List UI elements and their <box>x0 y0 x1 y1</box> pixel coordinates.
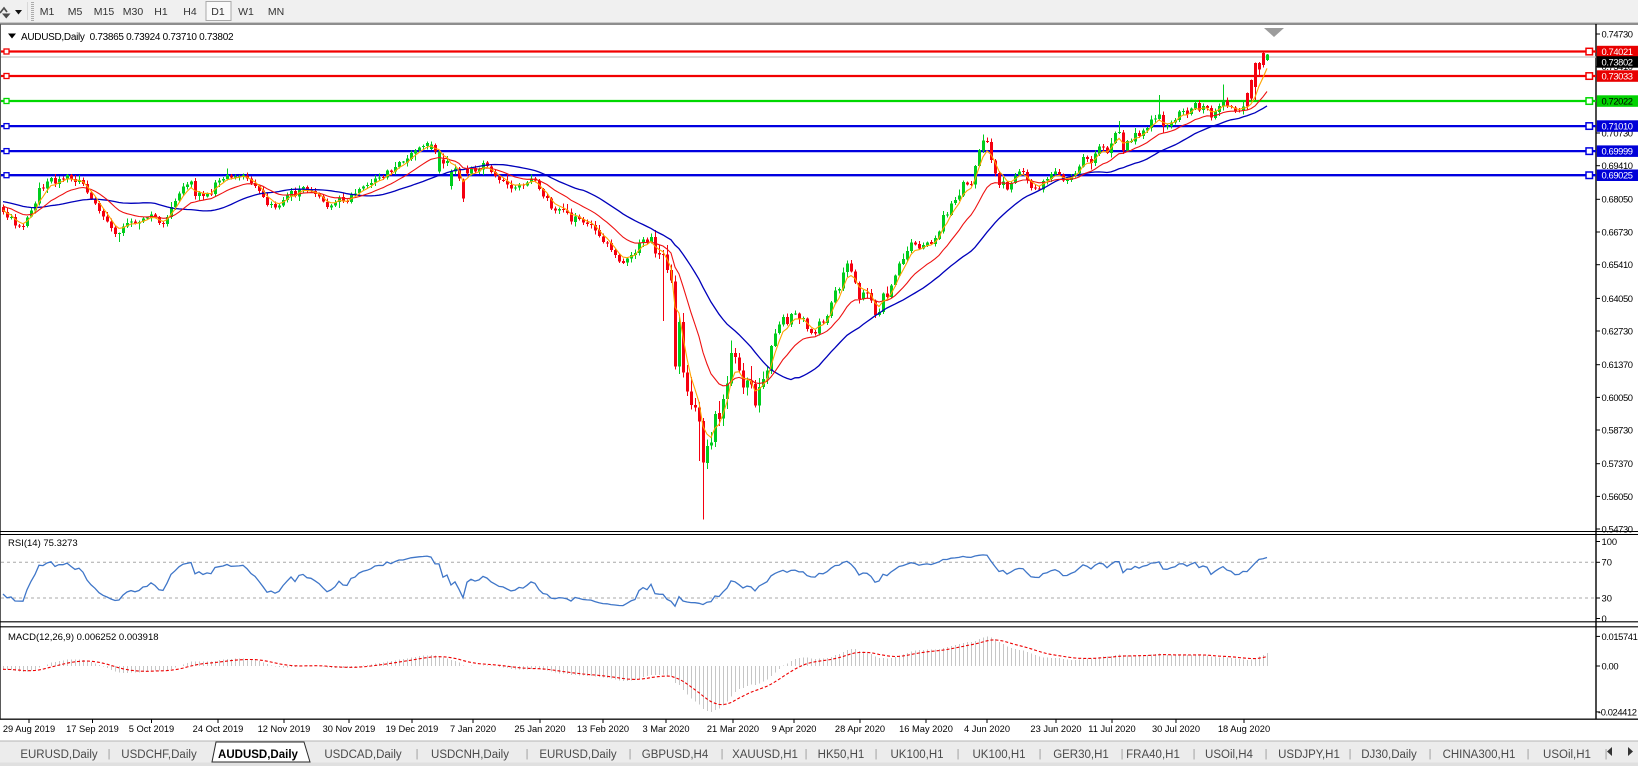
svg-text:0.73033: 0.73033 <box>1602 70 1633 81</box>
svg-text:19 Dec 2019: 19 Dec 2019 <box>386 724 439 734</box>
svg-text:M15: M15 <box>94 6 115 18</box>
svg-text:|: | <box>1121 748 1124 760</box>
svg-text:|: | <box>416 748 419 760</box>
svg-text:18 Aug 2020: 18 Aug 2020 <box>1218 724 1270 734</box>
svg-text:23 Jun 2020: 23 Jun 2020 <box>1030 724 1081 734</box>
svg-text:21 Mar 2020: 21 Mar 2020 <box>707 724 759 734</box>
svg-text:0.69999: 0.69999 <box>1602 146 1633 157</box>
svg-text:|: | <box>875 748 878 760</box>
svg-text:MACD(12,26,9) 0.006252 0.00391: MACD(12,26,9) 0.006252 0.003918 <box>8 632 159 643</box>
svg-text:GER30,H1: GER30,H1 <box>1053 749 1109 761</box>
svg-text:W1: W1 <box>238 6 254 18</box>
svg-text:USOil,H4: USOil,H4 <box>1205 749 1254 761</box>
svg-text:0.72022: 0.72022 <box>1602 95 1633 106</box>
svg-text:7 Jan 2020: 7 Jan 2020 <box>450 724 496 734</box>
svg-text:FRA40,H1: FRA40,H1 <box>1126 749 1180 761</box>
svg-text:|: | <box>526 748 529 760</box>
svg-text:0.60050: 0.60050 <box>1602 392 1633 403</box>
svg-text:0.57370: 0.57370 <box>1602 458 1633 469</box>
svg-text:13 Feb 2020: 13 Feb 2020 <box>577 724 629 734</box>
svg-text:XAUUSD,H1: XAUUSD,H1 <box>732 749 798 761</box>
svg-text:0.74021: 0.74021 <box>1602 46 1633 57</box>
svg-text:0.54730: 0.54730 <box>1602 523 1633 534</box>
svg-text:0.65410: 0.65410 <box>1602 259 1633 270</box>
svg-text:USOil,H1: USOil,H1 <box>1543 749 1591 761</box>
svg-text:|: | <box>1429 748 1432 760</box>
svg-text:0.74730: 0.74730 <box>1602 28 1633 39</box>
svg-text:-0.024412: -0.024412 <box>1598 706 1637 717</box>
svg-text:30 Jul 2020: 30 Jul 2020 <box>1152 724 1200 734</box>
svg-text:0.56050: 0.56050 <box>1602 491 1633 502</box>
svg-text:70: 70 <box>1602 557 1612 568</box>
svg-text:|: | <box>1039 748 1042 760</box>
svg-text:28 Apr 2020: 28 Apr 2020 <box>835 724 885 734</box>
svg-text:|: | <box>805 748 808 760</box>
svg-text:EURUSD,Daily: EURUSD,Daily <box>539 749 617 761</box>
svg-text:29 Aug 2019: 29 Aug 2019 <box>3 724 55 734</box>
svg-text:USDCHF,Daily: USDCHF,Daily <box>121 749 197 761</box>
svg-text:0.70730: 0.70730 <box>1602 127 1633 138</box>
svg-text:D1: D1 <box>211 6 225 18</box>
svg-text:AUDUSD,Daily: AUDUSD,Daily <box>218 749 298 761</box>
svg-text:UK100,H1: UK100,H1 <box>890 749 943 761</box>
svg-text:AUDUSD,Daily 0.73865 0.73924: AUDUSD,Daily 0.73865 0.73924 0.73710 0.7… <box>21 32 234 43</box>
svg-text:30: 30 <box>1602 592 1612 603</box>
svg-text:12 Nov 2019: 12 Nov 2019 <box>258 724 311 734</box>
svg-text:0.73802: 0.73802 <box>1602 56 1633 67</box>
svg-text:|: | <box>1605 748 1608 760</box>
svg-text:4 Jun 2020: 4 Jun 2020 <box>964 724 1010 734</box>
svg-text:0.58730: 0.58730 <box>1602 424 1633 435</box>
svg-text:16 May 2020: 16 May 2020 <box>899 724 953 734</box>
svg-text:0.00: 0.00 <box>1602 660 1619 671</box>
svg-text:30 Nov 2019: 30 Nov 2019 <box>323 724 376 734</box>
svg-text:DJ30,Daily: DJ30,Daily <box>1361 749 1417 761</box>
svg-text:0.66730: 0.66730 <box>1602 226 1633 237</box>
svg-text:RSI(14) 75.3273: RSI(14) 75.3273 <box>8 538 78 549</box>
svg-text:|: | <box>629 748 632 760</box>
svg-text:EURUSD,Daily: EURUSD,Daily <box>20 749 98 761</box>
svg-text:25 Jan 2020: 25 Jan 2020 <box>514 724 565 734</box>
svg-text:|: | <box>1193 748 1196 760</box>
svg-text:|: | <box>957 748 960 760</box>
svg-text:|: | <box>721 748 724 760</box>
svg-text:0.69410: 0.69410 <box>1602 160 1633 171</box>
svg-text:0.71010: 0.71010 <box>1602 121 1633 132</box>
svg-text:0.64050: 0.64050 <box>1602 293 1633 304</box>
svg-text:M30: M30 <box>123 6 144 18</box>
svg-text:5 Oct 2019: 5 Oct 2019 <box>129 724 174 734</box>
svg-text:24 Oct 2019: 24 Oct 2019 <box>193 724 244 734</box>
svg-text:0.015741: 0.015741 <box>1602 631 1638 642</box>
svg-text:GBPUSD,H4: GBPUSD,H4 <box>642 749 709 761</box>
svg-text:CHINA300,H1: CHINA300,H1 <box>1443 749 1516 761</box>
svg-text:0.68050: 0.68050 <box>1602 194 1633 205</box>
svg-text:USDCNH,Daily: USDCNH,Daily <box>431 749 509 761</box>
svg-text:0.62730: 0.62730 <box>1602 325 1633 336</box>
svg-text:M5: M5 <box>68 6 83 18</box>
svg-text:|: | <box>108 748 111 760</box>
svg-text:3 Mar 2020: 3 Mar 2020 <box>642 724 689 734</box>
svg-text:0.69025: 0.69025 <box>1602 170 1633 181</box>
svg-text:USDCAD,Daily: USDCAD,Daily <box>324 749 402 761</box>
svg-text:HK50,H1: HK50,H1 <box>818 749 865 761</box>
svg-text:H4: H4 <box>183 6 197 18</box>
svg-text:|: | <box>1349 748 1352 760</box>
svg-text:M1: M1 <box>40 6 55 18</box>
svg-text:USDJPY,H1: USDJPY,H1 <box>1278 749 1340 761</box>
svg-text:9 Apr 2020: 9 Apr 2020 <box>772 724 817 734</box>
svg-text:0: 0 <box>1602 613 1607 624</box>
svg-text:UK100,H1: UK100,H1 <box>972 749 1025 761</box>
svg-text:0.61370: 0.61370 <box>1602 359 1633 370</box>
svg-text:|: | <box>1527 748 1530 760</box>
svg-text:100: 100 <box>1602 536 1618 547</box>
svg-text:11 Jul 2020: 11 Jul 2020 <box>1088 724 1135 734</box>
svg-text:H1: H1 <box>154 6 168 18</box>
svg-text:|: | <box>1265 748 1268 760</box>
svg-text:17 Sep 2019: 17 Sep 2019 <box>66 724 119 734</box>
svg-text:MN: MN <box>268 6 284 18</box>
